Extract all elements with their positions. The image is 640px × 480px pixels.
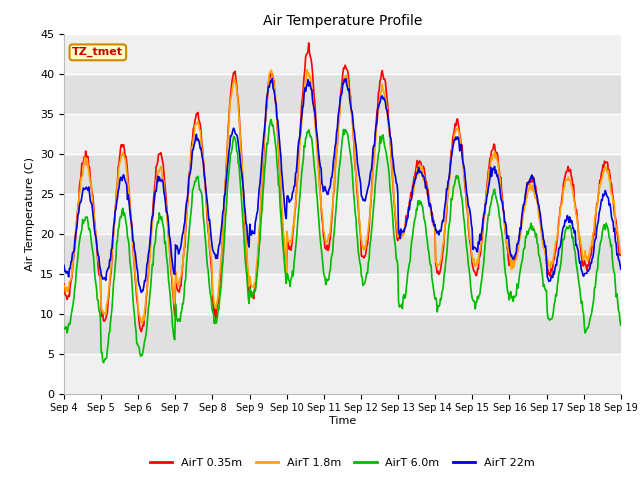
AirT 6.0m (185, 234, 193, 240)
AirT 22m (138, 289, 145, 295)
AirT 1.8m (412, 172, 419, 178)
Bar (64, 274, 621, 313)
Bar (64, 313, 621, 354)
AirT 22m (214, 248, 222, 254)
AirT 1.8m (127, 224, 135, 229)
AirT 0.35m (305, 40, 312, 46)
AirT 6.0m (70, 293, 78, 299)
Y-axis label: Air Termperature (C): Air Termperature (C) (24, 156, 35, 271)
AirT 6.0m (617, 323, 625, 328)
AirT 0.35m (214, 300, 222, 305)
AirT 22m (70, 248, 78, 254)
AirT 22m (60, 263, 68, 268)
AirT 22m (617, 266, 625, 272)
AirT 1.8m (185, 183, 193, 189)
AirT 1.8m (303, 67, 311, 72)
X-axis label: Time: Time (329, 416, 356, 426)
AirT 0.35m (70, 251, 78, 256)
AirT 0.35m (138, 329, 145, 335)
Line: AirT 0.35m: AirT 0.35m (64, 43, 621, 332)
AirT 6.0m (428, 275, 436, 280)
AirT 6.0m (214, 306, 222, 312)
Bar (64, 354, 621, 394)
AirT 1.8m (214, 293, 222, 299)
AirT 1.8m (428, 213, 436, 219)
AirT 6.0m (128, 284, 136, 289)
Text: TZ_tmet: TZ_tmet (72, 47, 124, 58)
Bar (64, 73, 621, 114)
AirT 0.35m (185, 184, 193, 190)
AirT 0.35m (617, 252, 625, 258)
Line: AirT 22m: AirT 22m (64, 79, 621, 292)
AirT 22m (412, 176, 419, 181)
AirT 22m (428, 212, 436, 218)
Bar (64, 154, 621, 193)
AirT 22m (127, 220, 135, 226)
Bar (64, 114, 621, 154)
Line: AirT 1.8m: AirT 1.8m (64, 70, 621, 324)
AirT 0.35m (60, 281, 68, 287)
AirT 0.35m (127, 217, 135, 223)
Bar (64, 193, 621, 234)
AirT 6.0m (60, 325, 68, 331)
Title: Air Temperature Profile: Air Temperature Profile (262, 14, 422, 28)
Bar (64, 34, 621, 73)
AirT 6.0m (100, 360, 108, 366)
AirT 22m (185, 177, 193, 182)
Legend: AirT 0.35m, AirT 1.8m, AirT 6.0m, AirT 22m: AirT 0.35m, AirT 1.8m, AirT 6.0m, AirT 2… (146, 453, 539, 472)
AirT 0.35m (428, 209, 436, 215)
AirT 22m (342, 76, 349, 82)
AirT 1.8m (70, 249, 78, 254)
Line: AirT 6.0m: AirT 6.0m (64, 120, 621, 363)
AirT 0.35m (412, 169, 419, 175)
AirT 1.8m (60, 283, 68, 288)
Bar (64, 234, 621, 274)
AirT 6.0m (267, 117, 275, 122)
AirT 6.0m (412, 214, 419, 220)
AirT 1.8m (138, 321, 146, 326)
AirT 1.8m (617, 251, 625, 257)
